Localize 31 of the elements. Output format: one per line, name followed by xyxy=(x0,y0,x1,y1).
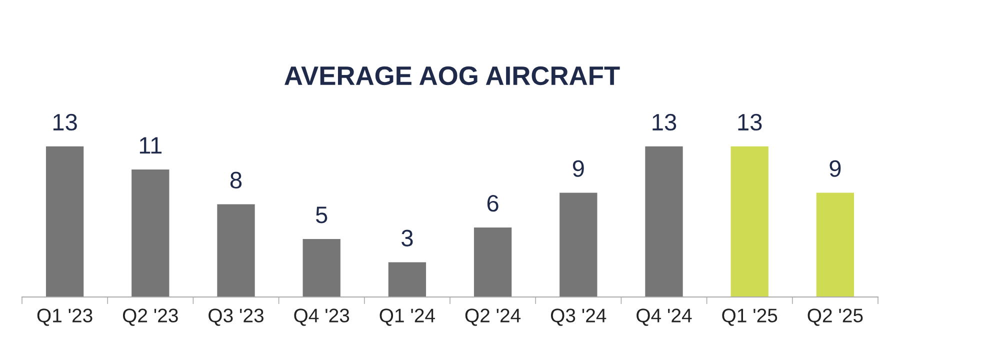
x-tick-label: Q3 '23 xyxy=(208,308,264,326)
data-label: 11 xyxy=(140,137,162,154)
data-label: 6 xyxy=(487,194,498,212)
x-tick-label: Q4 '23 xyxy=(294,308,350,326)
data-label: 9 xyxy=(572,160,584,177)
data-label: 9 xyxy=(830,160,841,177)
bar xyxy=(217,204,255,297)
x-tick-label: Q1 '23 xyxy=(37,308,92,326)
data-label: 3 xyxy=(402,230,413,246)
x-tick-label: Q4 '24 xyxy=(636,308,692,326)
bar xyxy=(816,192,854,297)
chart-title: AVERAGE AOG AIRCRAFT xyxy=(284,66,620,86)
data-label: 8 xyxy=(230,172,242,189)
bar xyxy=(302,239,340,297)
bar xyxy=(46,146,84,297)
bar xyxy=(474,227,512,297)
bar xyxy=(730,146,768,297)
bar xyxy=(132,170,170,297)
x-tick-label: Q2 '23 xyxy=(122,308,178,326)
x-tick-label: Q2 '24 xyxy=(465,308,521,326)
bar xyxy=(560,192,598,297)
x-tick-label: Q1 '24 xyxy=(380,308,435,326)
x-tick-label: Q2 '25 xyxy=(808,308,863,326)
bar xyxy=(645,146,683,297)
x-tick-label: Q1 '25 xyxy=(722,308,778,326)
x-tick-label: Q3 '24 xyxy=(550,308,606,326)
data-label: 5 xyxy=(316,206,328,224)
data-label: 13 xyxy=(53,114,77,131)
data-label: 13 xyxy=(652,114,676,131)
bar xyxy=(388,262,426,297)
data-label: 13 xyxy=(738,114,762,131)
